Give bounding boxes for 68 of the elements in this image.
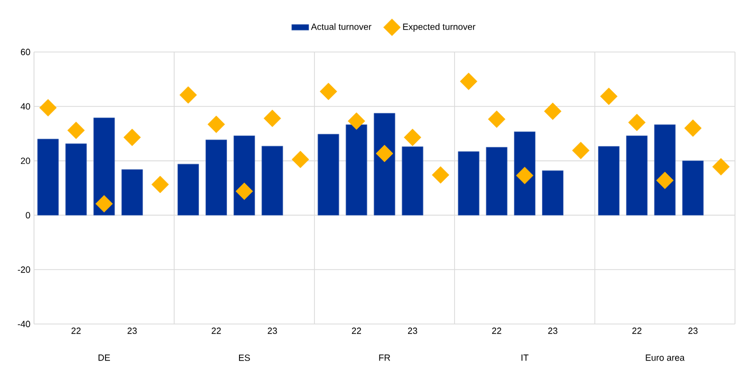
x-tick-label: 23 [688, 328, 698, 334]
point [152, 176, 169, 194]
bar [514, 131, 536, 216]
point [348, 112, 366, 130]
bar [626, 136, 648, 216]
point [572, 142, 590, 160]
bar [121, 169, 143, 216]
x-tick-label: 23 [548, 328, 558, 334]
point [123, 128, 141, 146]
point [95, 195, 113, 212]
y-tick-label: 60 [20, 48, 30, 56]
x-tick-label: 23 [268, 328, 277, 334]
point [208, 116, 225, 134]
bar [654, 124, 676, 216]
point [488, 110, 506, 128]
point [544, 102, 562, 120]
point [656, 172, 674, 190]
y-tick-label: 40 [20, 103, 30, 110]
text: FR [379, 354, 390, 361]
point [628, 114, 646, 132]
x-tick-label: 22 [352, 328, 362, 334]
bar [598, 146, 620, 216]
bar [206, 140, 227, 216]
bar [262, 146, 284, 216]
x-tick-label: 22 [212, 328, 221, 334]
y-tick-label: 0 [26, 212, 30, 218]
point [516, 166, 534, 184]
bar [542, 170, 564, 216]
bar [65, 143, 87, 216]
y-tick-label: -40 [18, 320, 30, 328]
x-tick-label: 22 [492, 328, 502, 334]
bar [682, 160, 704, 216]
bar [402, 146, 424, 216]
point [460, 72, 478, 90]
point [180, 86, 197, 104]
text: IT [522, 354, 528, 361]
bar [346, 124, 368, 216]
legend-label: Actual turnover [310, 23, 372, 30]
x-tick-label: 22 [72, 328, 81, 334]
point [39, 99, 57, 116]
point [600, 88, 618, 106]
point [684, 119, 702, 137]
bar [374, 113, 396, 216]
point [320, 82, 338, 100]
point [67, 122, 85, 140]
bar [486, 146, 508, 216]
bar [37, 138, 59, 216]
text: Euro area [646, 354, 685, 361]
point [712, 158, 730, 176]
x-tick-label: 22 [632, 328, 642, 334]
bar [93, 118, 115, 216]
point [432, 166, 450, 184]
bar [234, 136, 256, 216]
y-tick-label: -20 [18, 266, 30, 273]
point [404, 128, 422, 146]
bar [458, 151, 480, 216]
text: DE [98, 354, 110, 361]
bar [318, 134, 340, 216]
point [264, 110, 282, 128]
legend-label: Expected turnover [403, 23, 476, 32]
point [236, 182, 253, 200]
y-tick-label: 20 [20, 158, 30, 164]
x-tick-label: 23 [408, 328, 418, 334]
point [292, 150, 310, 168]
bar [178, 164, 199, 216]
x-tick-label: 23 [128, 328, 137, 334]
point [376, 144, 394, 162]
text: ES [239, 354, 250, 361]
